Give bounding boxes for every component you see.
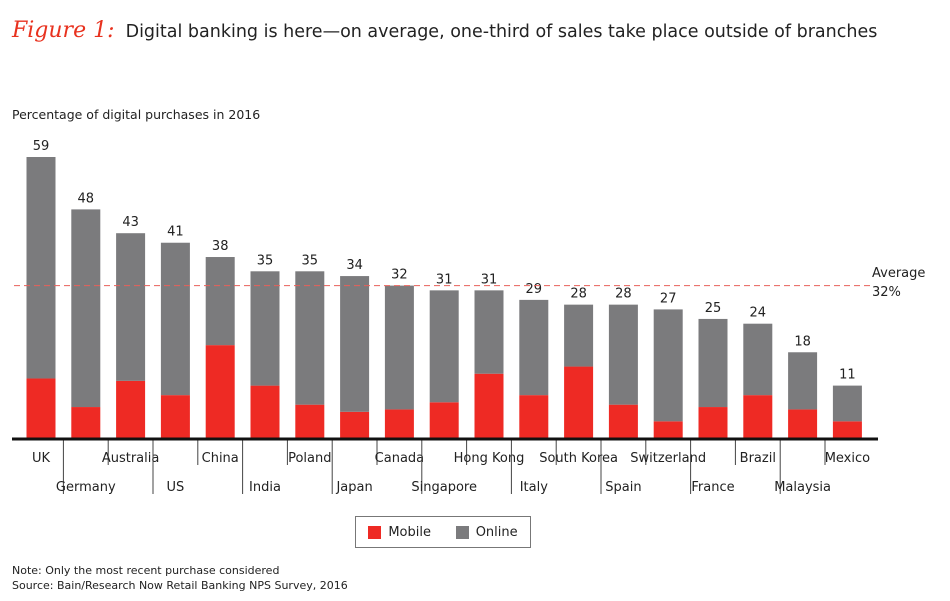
bar-mobile-malaysia — [788, 409, 818, 438]
bar-online-poland — [295, 271, 325, 405]
figure-title: Digital banking is here—on average, one-… — [125, 22, 878, 42]
category-label-germany: Germany — [56, 480, 116, 495]
average-label: Average — [872, 266, 925, 281]
total-label-malaysia: 18 — [794, 334, 811, 349]
bar-mobile-india — [250, 385, 280, 438]
category-label-china: China — [202, 451, 239, 466]
bar-online-brazil — [743, 323, 773, 396]
chart-y-label: Percentage of digital purchases in 2016 — [12, 107, 261, 122]
chart-footnotes: Note: Only the most recent purchase cons… — [12, 563, 348, 593]
bar-online-china — [205, 257, 235, 346]
category-label-mexico: Mexico — [825, 451, 870, 466]
total-label-japan: 34 — [346, 258, 363, 273]
category-label-australia: Australia — [102, 451, 160, 466]
chart-legend: Mobile Online — [355, 516, 531, 548]
total-label-brazil: 24 — [750, 306, 767, 321]
bar-online-spain — [608, 304, 638, 405]
bar-online-south-korea — [564, 304, 594, 367]
category-label-india: India — [249, 480, 281, 495]
legend-swatch-mobile — [368, 525, 382, 539]
total-label-australia: 43 — [122, 215, 139, 230]
bar-online-canada — [384, 285, 414, 410]
bar-online-japan — [340, 276, 370, 412]
bar-mobile-brazil — [743, 395, 773, 438]
average-value-label: 32% — [872, 285, 901, 300]
bar-online-hong-kong — [474, 290, 504, 374]
figure-label: Figure 1: — [12, 18, 115, 43]
bar-mobile-switzerland — [653, 421, 683, 438]
category-label-malaysia: Malaysia — [774, 480, 831, 495]
bar-mobile-japan — [340, 411, 370, 438]
category-label-brazil: Brazil — [740, 451, 776, 466]
bar-mobile-singapore — [429, 402, 459, 438]
legend-item-mobile: Mobile — [368, 525, 431, 540]
total-label-spain: 28 — [615, 287, 632, 302]
category-label-uk: UK — [32, 451, 51, 466]
bar-mobile-us — [160, 395, 190, 438]
category-label-japan: Japan — [335, 480, 372, 495]
total-label-switzerland: 27 — [660, 291, 677, 306]
source-text: Source: Bain/Research Now Retail Banking… — [12, 579, 348, 592]
category-label-poland: Poland — [288, 451, 331, 466]
bar-mobile-germany — [71, 407, 101, 438]
total-label-us: 41 — [167, 225, 184, 240]
bar-mobile-canada — [384, 409, 414, 438]
category-label-singapore: Singapore — [411, 480, 477, 495]
total-label-uk: 59 — [33, 139, 50, 154]
bar-mobile-china — [205, 345, 235, 438]
legend-item-online: Online — [455, 524, 518, 540]
bar-mobile-mexico — [832, 421, 862, 438]
bar-mobile-france — [698, 407, 728, 438]
bar-online-uk — [26, 157, 56, 379]
bar-online-us — [160, 242, 190, 396]
category-label-hong-kong: Hong Kong — [454, 451, 525, 466]
category-label-switzerland: Switzerland — [630, 451, 706, 466]
bar-mobile-south-korea — [564, 366, 594, 438]
total-label-south-korea: 28 — [570, 287, 587, 302]
category-label-south-korea: South Korea — [539, 451, 618, 466]
bar-mobile-uk — [26, 378, 56, 438]
total-label-india: 35 — [257, 253, 274, 268]
category-label-spain: Spain — [605, 480, 641, 495]
total-label-hong-kong: 31 — [481, 272, 498, 287]
legend-label-online: Online — [475, 524, 518, 540]
total-label-singapore: 31 — [436, 272, 453, 287]
bar-mobile-poland — [295, 404, 325, 438]
bar-online-italy — [519, 299, 549, 396]
note-text: Note: Only the most recent purchase cons… — [12, 564, 280, 577]
total-label-poland: 35 — [302, 253, 319, 268]
category-label-italy: Italy — [520, 480, 549, 495]
total-label-mexico: 11 — [839, 368, 856, 383]
category-label-canada: Canada — [375, 451, 424, 466]
legend-label-mobile: Mobile — [388, 524, 431, 540]
bar-online-germany — [71, 209, 101, 408]
total-label-china: 38 — [212, 239, 229, 254]
total-label-italy: 29 — [526, 282, 543, 297]
bar-online-malaysia — [788, 352, 818, 410]
category-label-us: US — [167, 480, 185, 495]
bar-mobile-spain — [608, 404, 638, 438]
bar-online-india — [250, 271, 280, 386]
bar-mobile-italy — [519, 395, 549, 438]
bar-online-singapore — [429, 290, 459, 403]
bar-mobile-australia — [116, 380, 146, 438]
total-label-canada: 32 — [391, 268, 408, 283]
figure-title-row: Figure 1: Digital banking is here—on ave… — [12, 18, 877, 43]
bar-online-australia — [116, 233, 146, 381]
legend-swatch-online — [455, 525, 469, 539]
bar-online-switzerland — [653, 309, 683, 422]
total-label-germany: 48 — [78, 191, 95, 206]
bar-online-france — [698, 318, 728, 408]
category-label-france: France — [691, 480, 734, 495]
total-label-france: 25 — [705, 301, 722, 316]
bar-online-mexico — [832, 385, 862, 422]
bar-mobile-hong-kong — [474, 373, 504, 438]
